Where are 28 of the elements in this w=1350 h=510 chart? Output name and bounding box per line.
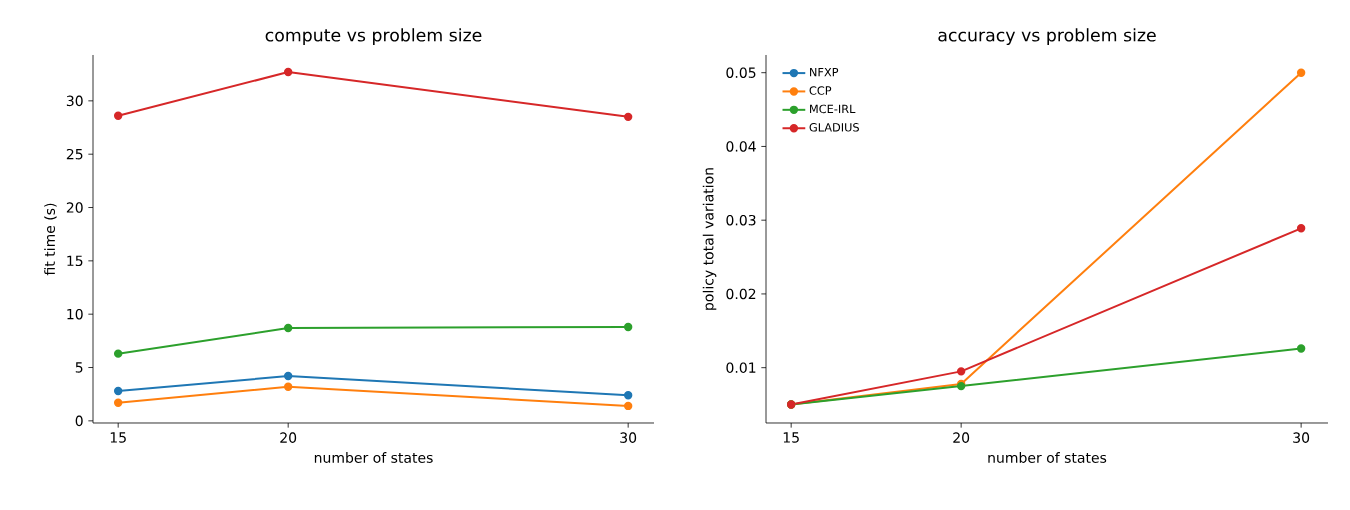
y-tick-label: 25 <box>66 148 83 160</box>
y-tick-label: 10 <box>67 308 83 320</box>
y-axis-title: policy total variation <box>702 168 717 310</box>
y-tick-label: 20 <box>66 202 83 213</box>
x-tick-label: 20 <box>953 432 970 443</box>
y-tick-label: 0.02 <box>726 288 756 300</box>
legend-label: MCE-IRL <box>810 104 856 114</box>
y-tick-label: 0 <box>75 415 83 427</box>
y-tick-label: 0.04 <box>726 141 756 152</box>
chart-title: compute vs problem size <box>265 28 482 45</box>
y-tick-label: 5 <box>75 362 83 373</box>
y-axis-title: fit time (s) <box>44 203 57 276</box>
x-tick-label: 15 <box>110 432 126 443</box>
x-tick-label: 15 <box>783 432 799 443</box>
y-tick-label: 0.05 <box>726 67 756 78</box>
x-axis-title: number of states <box>988 452 1107 463</box>
legend-label: NFXP <box>810 67 839 77</box>
x-axis-title: number of states <box>314 452 433 463</box>
legend-label: CCP <box>809 86 832 95</box>
chart-title: accuracy vs problem size <box>938 28 1156 45</box>
legend-label: GLADIUS <box>809 123 859 132</box>
y-tick-label: 30 <box>66 95 83 107</box>
y-tick-label: 15 <box>67 255 83 267</box>
y-tick-label: 0.03 <box>726 214 756 226</box>
x-tick-label: 30 <box>1293 432 1310 443</box>
x-tick-label: 30 <box>620 432 637 443</box>
y-tick-label: 0.01 <box>726 362 756 373</box>
x-tick-label: 20 <box>280 432 297 443</box>
